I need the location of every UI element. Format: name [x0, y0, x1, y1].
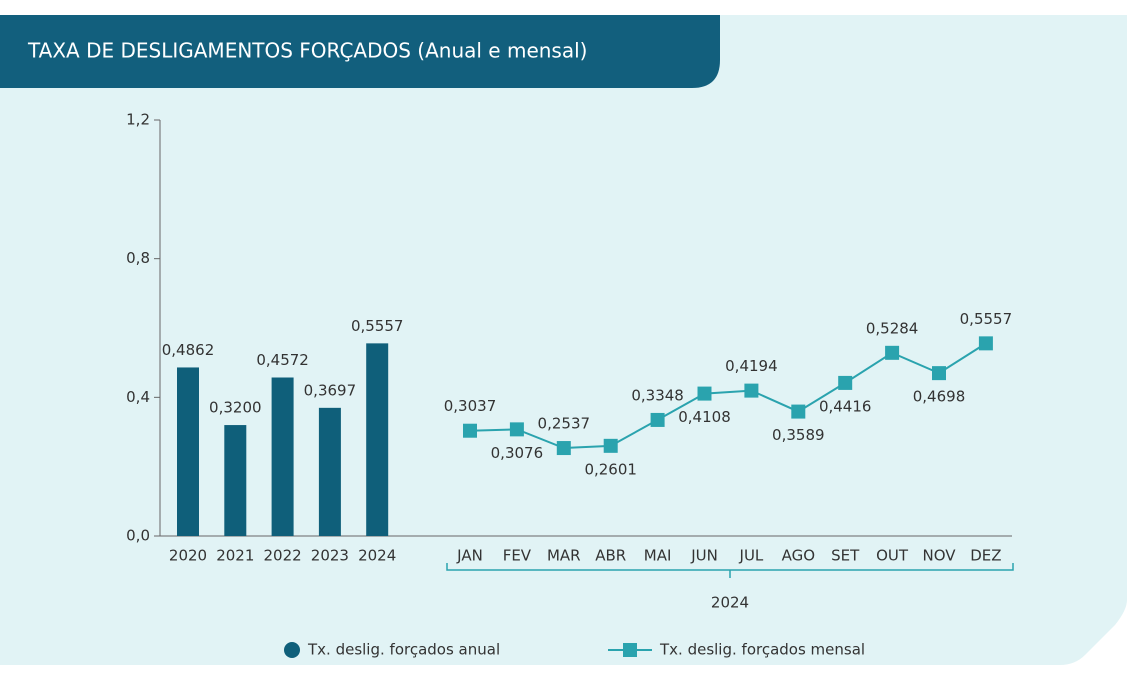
marker [885, 345, 900, 360]
x-tick-label: JAN [456, 547, 483, 565]
value-label: 0,5557 [960, 310, 1013, 328]
value-label: 0,3697 [304, 381, 357, 399]
marker [556, 441, 571, 456]
x-tick-label: JUL [739, 547, 764, 565]
value-label: 0,3589 [772, 426, 825, 444]
y-tick-label: 0,4 [126, 388, 150, 406]
marker [932, 366, 946, 381]
value-label: 0,3076 [491, 444, 544, 462]
line [469, 342, 987, 450]
x-tick-label: MAI [644, 547, 672, 565]
value-label: 0,4862 [162, 341, 215, 359]
value-label: 0,3200 [209, 399, 262, 417]
x-tick-label: JUN [690, 547, 718, 565]
value-label: 0,4698 [913, 388, 966, 406]
marker [650, 412, 665, 427]
x-tick-label: DEZ [970, 547, 1001, 565]
x-tick-label: SET [831, 547, 860, 565]
value-label: 0,2601 [584, 460, 637, 478]
y-tick-label: 0,0 [126, 527, 150, 545]
x-tick-label: 2023 [311, 547, 349, 565]
legend-swatch [284, 642, 300, 658]
x-tick-label: FEV [503, 547, 532, 565]
x-tick-label: ABR [595, 547, 626, 565]
value-label: 0,2537 [538, 415, 591, 433]
bar [177, 367, 199, 536]
marker [509, 422, 524, 437]
legend-label: Tx. deslig. forçados anual [307, 641, 500, 659]
legend-label: Tx. deslig. forçados mensal [659, 641, 865, 659]
legend-swatch [623, 643, 637, 657]
marker [463, 423, 477, 438]
marker [603, 438, 618, 453]
marker [978, 336, 993, 351]
x-tick-label: OUT [876, 547, 909, 565]
x-tick-label: 2020 [169, 547, 207, 565]
chart-title: TAXA DE DESLIGAMENTOS FORÇADOS (Anual e … [27, 39, 587, 63]
value-label: 0,3348 [631, 386, 684, 404]
value-label: 0,5284 [866, 319, 919, 337]
value-label: 0,4194 [725, 357, 778, 375]
group-bracket [446, 563, 1014, 578]
x-tick-label: NOV [922, 547, 956, 565]
x-tick-label: 2022 [264, 547, 302, 565]
marker [744, 383, 759, 398]
marker [838, 375, 853, 390]
value-label: 0,4108 [678, 408, 731, 426]
value-label: 0,5557 [351, 317, 404, 335]
marker [791, 404, 806, 419]
x-tick-label: 2024 [358, 547, 396, 565]
marker [697, 386, 712, 401]
bar [366, 343, 389, 536]
value-label: 0,4572 [256, 351, 309, 369]
x-tick-label: MAR [547, 547, 581, 565]
y-tick-label: 1,2 [126, 111, 150, 129]
group-label: 2024 [711, 594, 749, 612]
bar [224, 425, 247, 536]
x-tick-label: 2021 [216, 547, 254, 565]
x-tick-label: AGO [782, 547, 815, 565]
y-tick-label: 0,8 [126, 249, 150, 267]
bar [271, 377, 294, 536]
value-label: 0,3037 [444, 397, 497, 415]
value-label: 0,4416 [819, 397, 872, 415]
header [0, 15, 720, 88]
bar [318, 407, 341, 536]
